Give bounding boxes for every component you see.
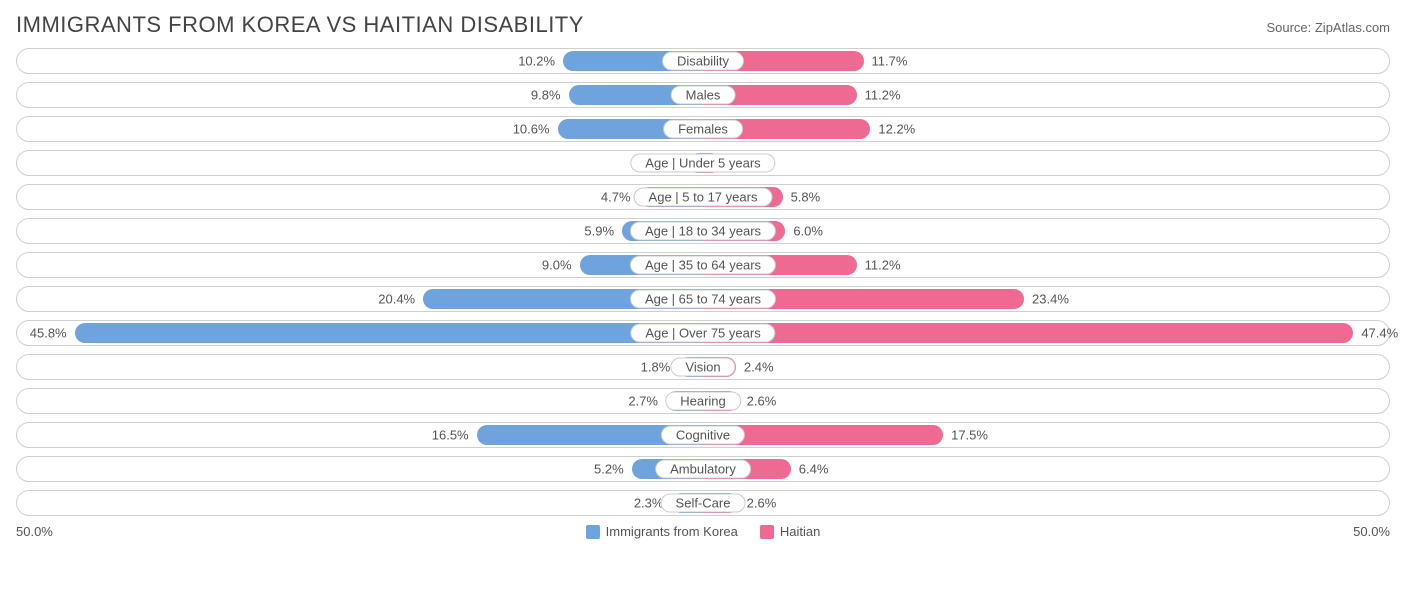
legend-swatch-left — [586, 525, 600, 539]
value-left: 45.8% — [30, 326, 67, 341]
value-left: 5.2% — [594, 462, 624, 477]
value-right: 6.4% — [799, 462, 829, 477]
row-label: Age | 18 to 34 years — [630, 222, 776, 241]
value-left: 10.6% — [513, 122, 550, 137]
value-right: 47.4% — [1361, 326, 1398, 341]
chart-row: 10.2% 11.7% Disability — [16, 48, 1390, 74]
row-label: Age | Over 75 years — [630, 324, 775, 343]
value-left: 1.8% — [641, 360, 671, 375]
chart-footer: 50.0% Immigrants from Korea Haitian 50.0… — [16, 524, 1390, 539]
value-left: 16.5% — [432, 428, 469, 443]
value-right: 23.4% — [1032, 292, 1069, 307]
chart-source: Source: ZipAtlas.com — [1266, 20, 1390, 35]
legend-item-right: Haitian — [760, 524, 820, 539]
legend-swatch-right — [760, 525, 774, 539]
row-label: Males — [671, 86, 736, 105]
legend-label-left: Immigrants from Korea — [606, 524, 738, 539]
value-right: 2.4% — [744, 360, 774, 375]
value-left: 9.0% — [542, 258, 572, 273]
chart-row: 10.6% 12.2% Females — [16, 116, 1390, 142]
row-label: Hearing — [665, 392, 741, 411]
chart-row: 5.2% 6.4% Ambulatory — [16, 456, 1390, 482]
chart-row: 45.8%47.4%Age | Over 75 years — [16, 320, 1390, 346]
value-right: 11.7% — [872, 54, 908, 69]
value-right: 11.2% — [865, 88, 901, 103]
legend-item-left: Immigrants from Korea — [586, 524, 738, 539]
value-left: 20.4% — [378, 292, 415, 307]
diverging-bar-chart: 10.2%11.7%Disability9.8%11.2%Males10.6%1… — [16, 48, 1390, 516]
chart-row: 16.5% 17.5% Cognitive — [16, 422, 1390, 448]
value-right: 6.0% — [793, 224, 823, 239]
value-left: 9.8% — [531, 88, 561, 103]
chart-row: 4.7% 5.8% Age | 5 to 17 years — [16, 184, 1390, 210]
value-left: 4.7% — [601, 190, 631, 205]
bar-left — [75, 323, 703, 343]
value-left: 2.3% — [634, 496, 664, 511]
chart-row: 20.4% 23.4% Age | 65 to 74 years — [16, 286, 1390, 312]
row-label: Ambulatory — [655, 460, 751, 479]
axis-max-right: 50.0% — [1353, 524, 1390, 539]
value-left: 5.9% — [584, 224, 614, 239]
chart-title: IMMIGRANTS FROM KOREA VS HAITIAN DISABIL… — [16, 12, 584, 38]
value-left: 10.2% — [518, 54, 555, 69]
row-label: Cognitive — [661, 426, 745, 445]
row-label: Vision — [670, 358, 735, 377]
row-label: Females — [663, 120, 743, 139]
row-label: Disability — [662, 52, 744, 71]
row-label: Age | 35 to 64 years — [630, 256, 776, 275]
chart-row: 9.0% 11.2% Age | 35 to 64 years — [16, 252, 1390, 278]
chart-row: 2.7% 2.6% Hearing — [16, 388, 1390, 414]
bar-right — [703, 323, 1353, 343]
value-left: 2.7% — [628, 394, 658, 409]
value-right: 5.8% — [791, 190, 821, 205]
chart-row: 1.8% 2.4% Vision — [16, 354, 1390, 380]
value-right: 2.6% — [747, 496, 777, 511]
value-right: 12.2% — [878, 122, 915, 137]
row-label: Age | 65 to 74 years — [630, 290, 776, 309]
axis-max-left: 50.0% — [16, 524, 53, 539]
chart-row: 1.1%1.3%Age | Under 5 years — [16, 150, 1390, 176]
value-right: 11.2% — [865, 258, 901, 273]
legend-label-right: Haitian — [780, 524, 820, 539]
chart-header: IMMIGRANTS FROM KOREA VS HAITIAN DISABIL… — [16, 12, 1390, 38]
row-label: Age | 5 to 17 years — [634, 188, 773, 207]
row-label: Self-Care — [661, 494, 746, 513]
chart-row: 5.9% 6.0% Age | 18 to 34 years — [16, 218, 1390, 244]
row-label: Age | Under 5 years — [630, 154, 775, 173]
legend: Immigrants from Korea Haitian — [53, 524, 1353, 539]
chart-row: 2.3% 2.6%Self-Care — [16, 490, 1390, 516]
value-right: 17.5% — [951, 428, 988, 443]
chart-row: 9.8% 11.2% Males — [16, 82, 1390, 108]
value-right: 2.6% — [747, 394, 777, 409]
